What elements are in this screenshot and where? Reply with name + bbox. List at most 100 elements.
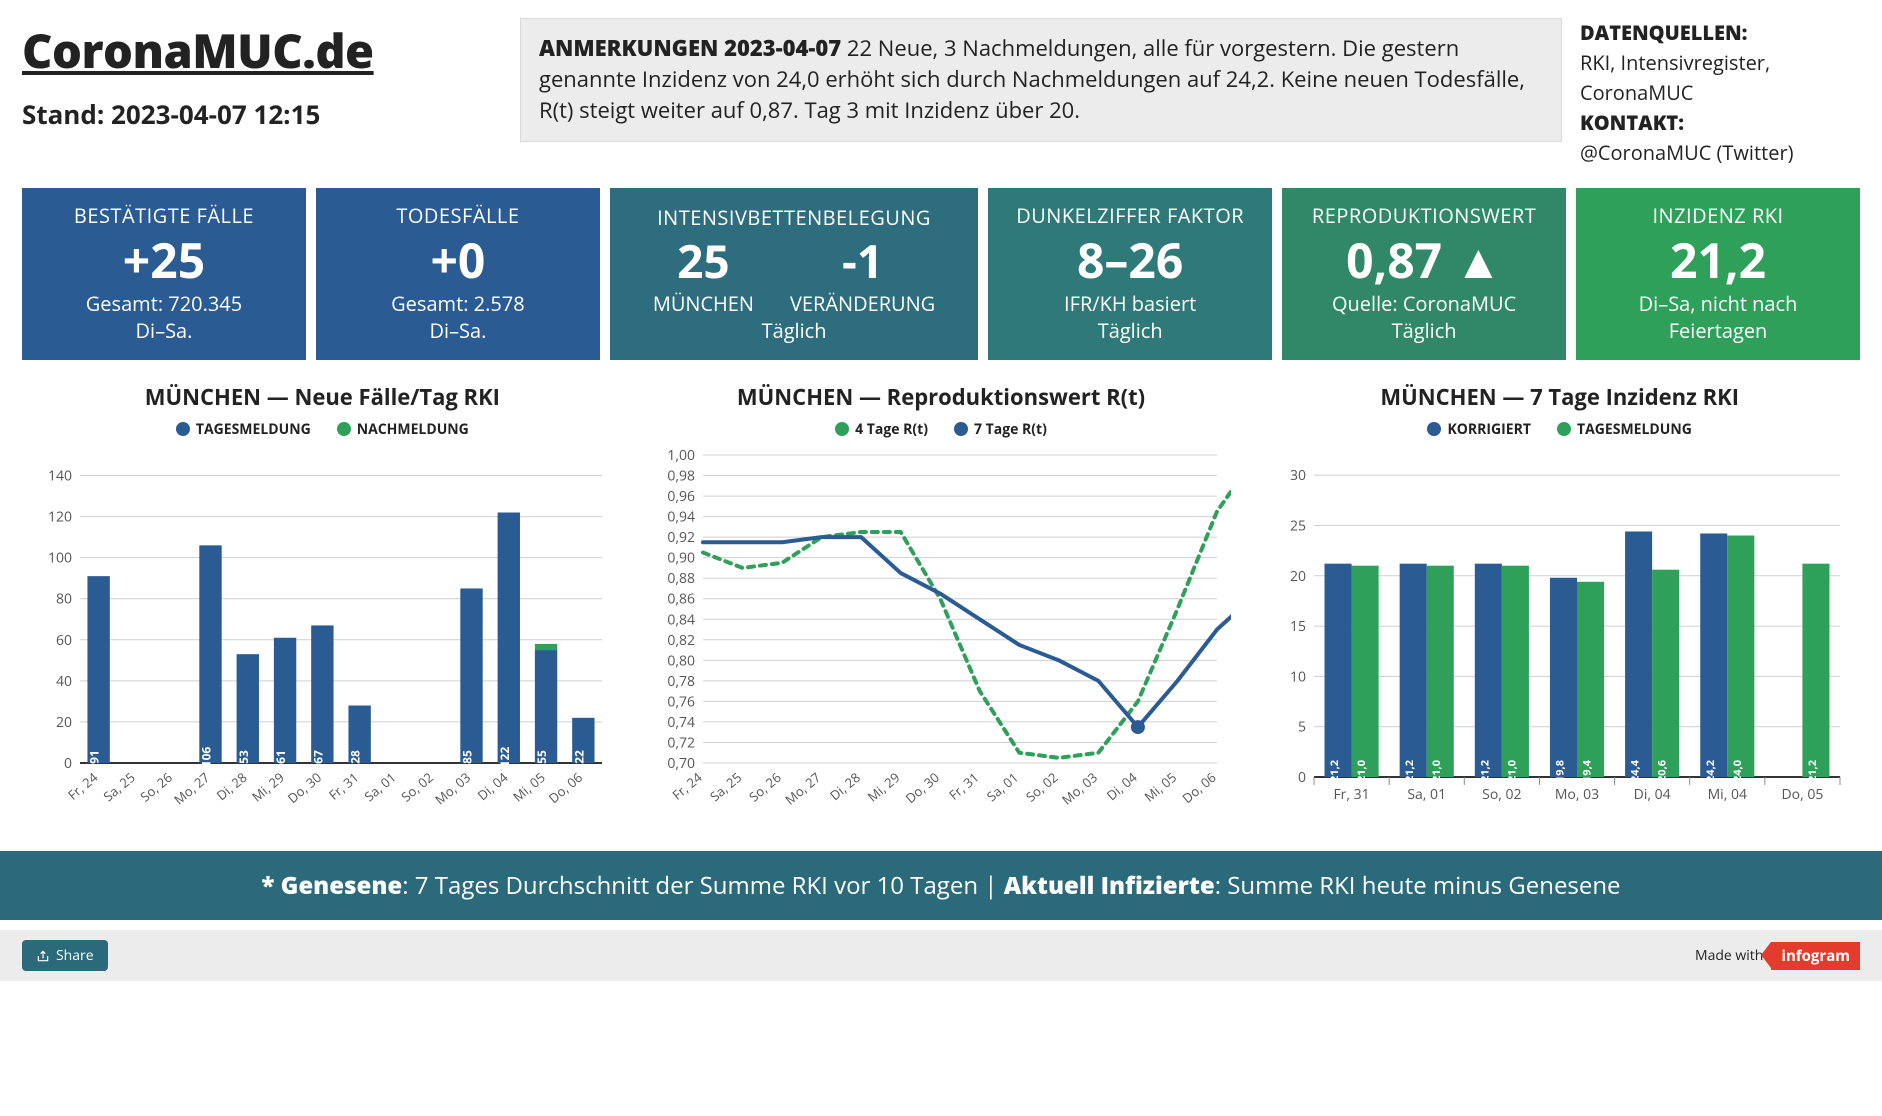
svg-text:19,8: 19,8 <box>1552 760 1567 782</box>
note-box: ANMERKUNGEN 2023-04-07 22 Neue, 3 Nachme… <box>520 18 1562 142</box>
svg-text:0,94: 0,94 <box>667 508 695 527</box>
svg-text:0,84: 0,84 <box>667 610 695 629</box>
svg-text:Mo, 27: Mo, 27 <box>170 768 213 808</box>
svg-text:0,82: 0,82 <box>667 631 695 650</box>
svg-text:106: 106 <box>198 747 215 768</box>
svg-text:100: 100 <box>48 549 72 568</box>
svg-text:24,4: 24,4 <box>1627 759 1642 782</box>
svg-text:So, 02: So, 02 <box>1022 768 1062 805</box>
svg-text:0,92: 0,92 <box>667 528 695 547</box>
svg-text:67: 67 <box>310 750 327 764</box>
svg-text:5: 5 <box>1298 718 1306 737</box>
svg-text:So, 26: So, 26 <box>137 768 177 805</box>
svg-text:1,00: 1,00 <box>667 446 695 465</box>
svg-text:24,0: 24,0 <box>1729 760 1744 782</box>
svg-text:Mo, 03: Mo, 03 <box>1555 785 1599 804</box>
svg-text:So, 26: So, 26 <box>745 768 785 805</box>
svg-text:Mi, 04: Mi, 04 <box>1707 785 1746 804</box>
svg-text:0: 0 <box>64 754 72 773</box>
svg-text:120: 120 <box>48 508 72 527</box>
svg-text:Fr, 31: Fr, 31 <box>945 768 982 803</box>
tile-inz: INZIDENZ RKI 21,2 Di–Sa, nicht nachFeier… <box>1576 188 1860 360</box>
svg-text:20: 20 <box>1290 567 1306 586</box>
sources-box: DATENQUELLEN: RKI, Intensivregister, Cor… <box>1580 18 1860 168</box>
svg-text:Mo, 27: Mo, 27 <box>781 768 824 808</box>
svg-text:0,78: 0,78 <box>667 672 695 691</box>
svg-text:28: 28 <box>347 750 364 764</box>
svg-text:0,76: 0,76 <box>667 693 695 712</box>
chart-inz: MÜNCHEN — 7 Tage Inzidenz RKI KORRIGIERT… <box>1259 382 1860 825</box>
svg-text:0,72: 0,72 <box>667 734 695 753</box>
tile-cases: BESTÄTIGTE FÄLLE +25 Gesamt: 720.345Di–S… <box>22 188 306 360</box>
svg-text:55: 55 <box>533 750 550 764</box>
svg-text:Sa, 01: Sa, 01 <box>361 768 400 805</box>
svg-text:So, 02: So, 02 <box>398 768 438 805</box>
svg-text:80: 80 <box>56 590 72 609</box>
tile-dark: DUNKELZIFFER FAKTOR 8–26 IFR/KH basiertT… <box>988 188 1272 360</box>
svg-text:21,2: 21,2 <box>1477 760 1492 782</box>
svg-text:122: 122 <box>496 747 513 768</box>
svg-text:20,6: 20,6 <box>1654 760 1669 782</box>
svg-text:0,96: 0,96 <box>667 487 695 506</box>
svg-text:40: 40 <box>56 672 72 691</box>
svg-text:21,0: 21,0 <box>1429 760 1444 782</box>
svg-text:Fr, 24: Fr, 24 <box>668 768 706 804</box>
svg-text:Mo, 03: Mo, 03 <box>1058 768 1101 808</box>
svg-text:Mi, 29: Mi, 29 <box>864 768 904 805</box>
svg-text:Fr, 31: Fr, 31 <box>325 768 362 803</box>
svg-text:15: 15 <box>1290 617 1306 636</box>
svg-text:Mi, 05: Mi, 05 <box>509 768 549 805</box>
svg-text:Mo, 03: Mo, 03 <box>431 768 474 808</box>
svg-text:0,90: 0,90 <box>667 549 695 568</box>
svg-text:Sa, 01: Sa, 01 <box>1407 785 1446 804</box>
svg-text:Sa, 01: Sa, 01 <box>983 768 1022 805</box>
tile-icu: INTENSIVBETTENBELEGUNG 25MÜNCHEN -1VERÄN… <box>610 188 978 360</box>
svg-text:0,80: 0,80 <box>667 652 695 671</box>
page-title[interactable]: CoronaMUC.de <box>22 18 502 82</box>
svg-text:Mi, 29: Mi, 29 <box>248 768 288 805</box>
svg-text:Do, 30: Do, 30 <box>284 768 325 807</box>
svg-text:Do, 05: Do, 05 <box>1781 785 1823 804</box>
svg-text:Di, 04: Di, 04 <box>1103 768 1141 804</box>
svg-text:24,2: 24,2 <box>1702 760 1717 782</box>
svg-text:Di, 04: Di, 04 <box>1633 785 1670 804</box>
svg-text:0: 0 <box>1298 768 1306 787</box>
svg-text:Mi, 05: Mi, 05 <box>1140 768 1180 805</box>
kpi-tiles: BESTÄTIGTE FÄLLE +25 Gesamt: 720.345Di–S… <box>22 188 1860 360</box>
svg-text:So, 02: So, 02 <box>1482 785 1521 804</box>
svg-text:Sa, 25: Sa, 25 <box>100 768 139 805</box>
footer-note: * Genesene: 7 Tages Durchschnitt der Sum… <box>0 851 1882 920</box>
svg-text:85: 85 <box>459 750 476 764</box>
svg-text:21,0: 21,0 <box>1504 760 1519 782</box>
svg-text:Do, 30: Do, 30 <box>901 768 942 807</box>
stand-line: Stand: 2023-04-07 12:15 <box>22 96 502 132</box>
svg-text:19,4: 19,4 <box>1579 759 1594 782</box>
svg-text:60: 60 <box>56 631 72 650</box>
svg-text:20: 20 <box>56 713 72 732</box>
svg-text:0,88: 0,88 <box>667 569 695 588</box>
svg-text:Di, 04: Di, 04 <box>474 768 512 804</box>
svg-text:21,2: 21,2 <box>1327 760 1342 782</box>
svg-text:21,0: 21,0 <box>1354 760 1369 782</box>
made-with[interactable]: Made with infogram <box>1695 942 1860 970</box>
svg-text:91: 91 <box>86 750 103 764</box>
svg-text:Fr, 24: Fr, 24 <box>64 768 102 804</box>
svg-text:Fr, 31: Fr, 31 <box>1333 785 1369 804</box>
svg-text:53: 53 <box>235 750 252 764</box>
svg-text:25: 25 <box>1290 517 1306 536</box>
svg-text:0,74: 0,74 <box>667 713 695 732</box>
svg-text:21,2: 21,2 <box>1402 760 1417 782</box>
svg-text:21,2: 21,2 <box>1805 760 1820 782</box>
svg-text:0,86: 0,86 <box>667 590 695 609</box>
chart-new-cases: MÜNCHEN — Neue Fälle/Tag RKI TAGESMELDUN… <box>22 382 623 825</box>
svg-text:Di, 28: Di, 28 <box>826 768 864 804</box>
tile-r: REPRODUKTIONSWERT 0,87 ▲ Quelle: CoronaM… <box>1282 188 1566 360</box>
share-button[interactable]: Share <box>22 940 108 971</box>
svg-text:22: 22 <box>571 750 588 764</box>
tile-deaths: TODESFÄLLE +0 Gesamt: 2.578Di–Sa. <box>316 188 600 360</box>
svg-text:Sa, 25: Sa, 25 <box>706 768 745 805</box>
svg-text:10: 10 <box>1290 668 1306 687</box>
svg-text:Di, 28: Di, 28 <box>213 768 251 804</box>
svg-text:Do, 06: Do, 06 <box>1178 768 1219 807</box>
svg-text:Do, 06: Do, 06 <box>545 768 586 807</box>
